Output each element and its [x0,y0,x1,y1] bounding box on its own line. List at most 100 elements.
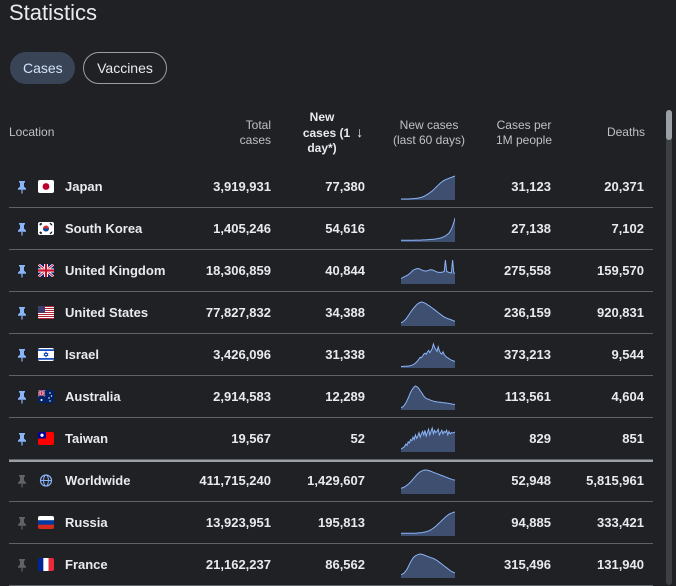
new-cases-sparkline [401,510,456,536]
pin-icon[interactable] [17,390,27,404]
deaths-value: 333,421 [597,515,644,530]
per-million-column-header[interactable]: Cases per 1M people [488,118,560,168]
trend-column-header: New cases (last 60 days) [382,118,476,168]
per-header-line-2: 1M people [495,133,553,147]
table-row[interactable]: Australia 2,914,583 12,289 113,561 4,604 [9,376,653,418]
row-divider [9,375,653,376]
cases-per-million-value: 315,496 [504,557,551,572]
new-cases-sparkline [401,342,456,368]
location-name[interactable]: Japan [65,179,103,194]
location-name[interactable]: South Korea [65,221,143,236]
flag-icon [38,390,54,403]
total-cases-value: 1,405,246 [213,221,271,236]
pin-icon[interactable] [17,222,27,236]
new-cases-sparkline [401,174,456,200]
deaths-value: 159,570 [597,263,644,278]
total-cases-value: 2,914,583 [213,389,271,404]
trend-header-line-2: (last 60 days) [392,133,466,147]
location-name[interactable]: France [65,557,108,572]
location-name[interactable]: United States [65,305,149,320]
row-divider [9,333,653,334]
total-cases-value: 19,567 [231,431,271,446]
cases-per-million-value: 31,123 [511,179,551,194]
location-name[interactable]: Russia [65,515,108,530]
new-cases-sparkline [400,468,456,494]
total-cases-value: 411,715,240 [199,473,271,488]
deaths-value: 131,940 [597,557,644,572]
deaths-value: 920,831 [597,305,644,320]
flag-icon [38,306,54,319]
row-divider [9,291,653,292]
flag-icon [38,516,54,529]
sort-descending-icon: ↓ [356,124,364,140]
cases-per-million-value: 27,138 [511,221,551,236]
location-name[interactable]: Taiwan [65,431,109,446]
pin-icon[interactable] [17,474,27,488]
location-column-header[interactable]: Location [9,125,55,139]
new-cases-sparkline [401,216,456,242]
location-name[interactable]: Worldwide [65,473,131,488]
pin-icon[interactable] [17,432,27,446]
scrollbar-thumb[interactable] [666,110,672,140]
per-header-line-1: Cases per [496,118,552,132]
flag-icon [38,558,54,571]
deaths-value: 9,544 [611,347,644,362]
pin-icon[interactable] [17,558,27,572]
trend-header-line-1: New cases [399,118,459,132]
new-header-line-1: New [309,110,335,124]
total-cases-value: 21,162,237 [205,557,271,572]
new-cases-value: 40,844 [325,263,365,278]
new-cases-sparkline [400,300,456,326]
new-cases-value: 77,380 [325,179,365,194]
cases-per-million-value: 52,948 [511,473,551,488]
location-name[interactable]: United Kingdom [65,263,166,278]
new-cases-value: 52 [350,431,365,446]
pin-icon[interactable] [17,180,27,194]
row-divider [9,249,653,250]
table-row[interactable]: Worldwide 411,715,240 1,429,607 52,948 5,815… [9,460,653,502]
pin-icon[interactable] [17,516,27,530]
deaths-value: 20,371 [604,179,644,194]
row-divider [9,459,653,460]
flag-icon [38,432,54,445]
new-cases-value: 34,388 [325,305,365,320]
new-cases-value: 31,338 [325,347,365,362]
total-cases-value: 3,426,096 [213,347,271,362]
new-header-line-3: day*) [307,141,337,155]
total-cases-column-header[interactable]: Total cases [210,118,271,168]
table-row[interactable]: South Korea 1,405,246 54,616 27,138 7,102 [9,208,653,250]
location-name[interactable]: Israel [65,347,99,362]
cases-chip[interactable]: Cases [10,52,75,84]
page-title: Statistics [9,0,98,25]
total-cases-value: 3,919,931 [213,179,271,194]
deaths-column-header[interactable]: Deaths [606,125,645,139]
cases-per-million-value: 829 [529,431,551,446]
cases-per-million-value: 94,885 [511,515,551,530]
table-row[interactable]: United Kingdom 18,306,859 40,844 275,558 159… [9,250,653,292]
table-row[interactable]: France 21,162,237 86,562 315,496 131,940 [9,544,653,586]
table-row[interactable]: Taiwan 19,567 52 829 851 [9,418,653,460]
table-row[interactable]: Israel 3,426,096 31,338 373,213 9,544 [9,334,653,376]
deaths-value: 4,604 [611,389,644,404]
location-name[interactable]: Australia [65,389,121,404]
cases-per-million-value: 236,159 [504,305,551,320]
total-cases-value: 77,827,832 [205,305,271,320]
new-cases-value: 1,429,607 [307,473,365,488]
flag-icon [38,264,54,277]
worldwide-divider [9,460,653,462]
row-divider [9,543,653,544]
row-divider [9,417,653,418]
pin-icon[interactable] [17,264,27,278]
vaccines-chip[interactable]: Vaccines [83,52,167,84]
new-cases-value: 195,813 [318,515,365,530]
new-cases-column-header[interactable]: New cases (1 ↓ day*) [296,110,370,160]
pin-icon[interactable] [17,306,27,320]
row-divider [9,207,653,208]
new-cases-value: 54,616 [325,221,365,236]
cases-per-million-value: 373,213 [504,347,551,362]
pin-icon[interactable] [17,348,27,362]
table-row[interactable]: Japan 3,919,931 77,380 31,123 20,371 [9,166,653,208]
scrollbar-track[interactable] [666,110,672,585]
table-row[interactable]: United States 77,827,832 34,388 236,159 920,… [9,292,653,334]
table-row[interactable]: Russia 13,923,951 195,813 94,885 333,421 [9,502,653,544]
